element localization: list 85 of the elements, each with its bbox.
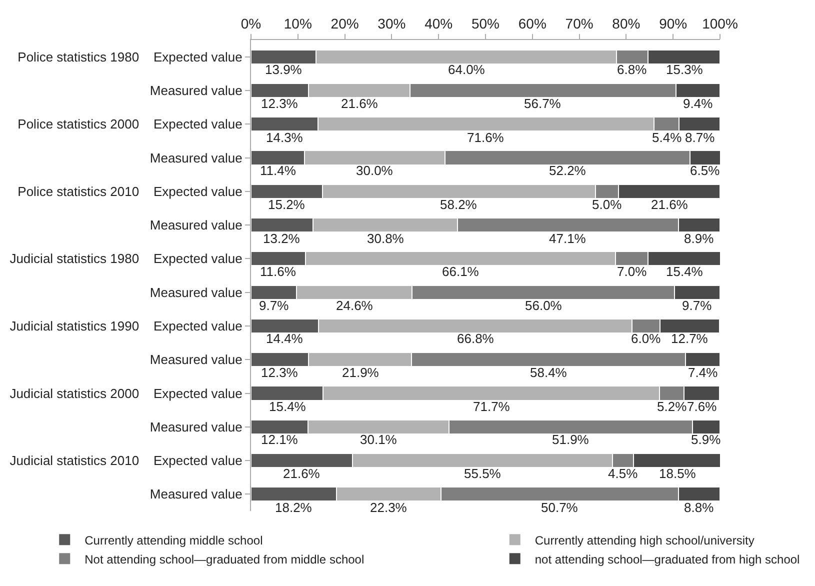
data-label: 12.3% [261,365,298,380]
legend-label: Currently attending middle school [84,533,263,548]
data-label: 30.1% [360,432,398,447]
data-label: 21.6% [283,466,320,481]
data-label: 56.0% [525,298,562,313]
data-label: 66.8% [457,331,494,346]
data-label: 18.2% [275,500,312,515]
data-label: 15.2% [268,197,306,212]
y-tick-label: Measured value [150,419,242,434]
data-label: 6.5% [690,163,720,178]
data-label: 22.3% [370,500,408,515]
data-label: 13.2% [263,231,300,246]
data-label: 15.3% [666,62,704,77]
data-label: 5.4% [652,130,682,145]
x-tick-label: 100% [702,15,738,32]
data-label: 58.2% [440,197,478,212]
x-tick-label: 40% [424,15,453,32]
data-label: 30.8% [367,231,404,246]
x-tick-label: 80% [612,15,640,32]
x-tick-label: 60% [518,15,546,32]
data-label: 11.6% [260,264,296,279]
legend-label: not attending school—graduated from high school [534,552,800,566]
data-label: 58.4% [530,365,568,380]
data-label: 14.4% [266,331,304,346]
data-label: 12.1% [261,432,298,447]
data-label: 12.7% [671,331,708,346]
data-label: 6.0% [631,331,662,346]
data-label: 71.7% [473,399,510,414]
y-tick-label: Judicial statistics 2010 Expected value [10,453,242,468]
data-label: 56.7% [524,96,562,111]
data-label: 14.3% [266,130,304,145]
x-tick-label: 70% [565,15,594,32]
data-label: 5.9% [691,432,722,447]
data-label: 5.0% [592,197,622,212]
x-tick-label: 30% [378,15,406,32]
y-tick-label: Judicial statistics 1990 Expected value [10,318,242,334]
data-label: 47.1% [549,231,586,246]
data-label: 21.9% [342,365,380,380]
data-label: 9.4% [683,96,714,111]
data-label: 4.5% [608,466,638,481]
data-label: 9.7% [682,298,712,313]
data-label: 12.3% [261,96,298,111]
data-label: 50.7% [541,500,578,515]
data-label: 8.7% [685,130,716,145]
data-label: 11.4% [260,163,296,178]
y-tick-label: Judicial statistics 1980 Expected value [10,251,242,266]
data-label: 9.7% [259,298,290,313]
y-tick-label: Measured value [150,284,242,300]
data-label: 66.1% [442,264,480,279]
x-tick-label: 50% [471,15,500,32]
y-tick-label: Measured value [150,83,242,98]
data-label: 24.6% [336,298,374,313]
data-label: 64.0% [448,62,486,77]
data-label: 7.4% [688,365,718,380]
data-label: 15.4% [269,399,306,414]
data-label: 13.9% [265,62,302,77]
data-label: 71.6% [467,130,504,145]
legend-label: Not attending school—graduated from middle school [84,552,364,566]
y-tick-label: Judicial statistics 2000 Expected value [10,386,242,401]
y-tick-label: Measured value [150,150,242,166]
data-label: 5.2% [657,399,688,414]
data-label: 15.4% [666,264,704,279]
data-label: 51.9% [552,432,590,447]
y-tick-label: Measured value [150,218,242,233]
data-label: 30.0% [356,163,394,178]
y-tick-label: Measured value [150,486,242,502]
data-label: 8.9% [684,231,714,246]
x-tick-label: 10% [284,15,312,32]
data-label: 18.5% [659,466,696,481]
y-tick-label: Police statistics 1980 Expected value [18,49,242,64]
x-tick-label: 90% [659,15,688,32]
data-label: 7.6% [687,399,718,414]
y-tick-label: Police statistics 2000 Expected value [18,116,242,132]
x-tick-label: 0% [240,15,262,32]
data-label: 55.5% [464,466,502,481]
x-tick-label: 20% [330,15,359,32]
data-label: 8.8% [684,500,714,515]
data-label: 6.8% [617,62,648,77]
data-label: 21.6% [341,96,378,111]
y-tick-label: Police statistics 2010 Expected value [18,184,242,199]
data-label: 52.2% [549,163,586,178]
data-label: 21.6% [651,197,688,212]
y-tick-label: Measured value [150,352,242,368]
data-label: 7.0% [617,264,648,279]
legend-label: Currently attending high school/university [534,533,754,548]
